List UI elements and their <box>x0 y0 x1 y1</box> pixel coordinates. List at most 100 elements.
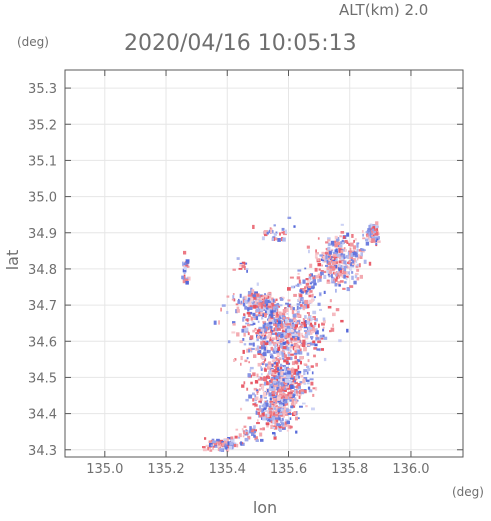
heat-cell <box>308 315 312 319</box>
heat-cell <box>341 242 345 245</box>
heat-cell <box>262 306 265 310</box>
heat-cell <box>296 339 300 344</box>
heat-cell <box>280 422 285 426</box>
heat-cell <box>340 231 345 234</box>
heat-cell <box>247 435 251 440</box>
heat-cell <box>273 360 277 365</box>
heat-cell <box>251 289 255 293</box>
heat-cell <box>280 378 284 383</box>
heat-cell <box>291 324 295 327</box>
heat-cell <box>289 276 294 279</box>
heat-cell <box>249 429 252 434</box>
heat-cell <box>271 237 274 241</box>
heat-cell <box>300 389 305 392</box>
heat-cell <box>258 405 261 410</box>
heat-cell <box>265 345 267 348</box>
heat-cell <box>242 302 246 307</box>
heat-cell <box>369 237 372 242</box>
heat-cell <box>255 308 260 312</box>
heat-cell <box>251 432 255 436</box>
heat-cell <box>283 407 288 410</box>
heat-cell <box>332 259 336 262</box>
heat-cell <box>202 446 206 449</box>
heat-cell <box>245 262 248 265</box>
heat-cell <box>241 384 245 388</box>
heat-cell <box>270 420 273 424</box>
x-tick-label: 135.6 <box>270 462 307 477</box>
heat-cell <box>253 434 256 438</box>
heat-cell <box>301 306 303 309</box>
heat-cell <box>279 365 282 370</box>
heat-cell <box>244 437 249 442</box>
y-tick-label: 34.7 <box>28 299 57 314</box>
heat-cell <box>305 405 308 408</box>
heat-cell <box>258 305 262 309</box>
heat-cell <box>299 381 303 384</box>
heat-cell <box>375 244 378 247</box>
heat-cell <box>182 268 187 273</box>
heat-cell <box>240 356 243 361</box>
heat-cell <box>227 437 231 440</box>
heat-cell <box>294 333 298 337</box>
heat-cell <box>322 334 325 338</box>
heat-cell <box>282 413 285 418</box>
heat-cell <box>285 360 289 365</box>
heat-cell <box>285 343 288 347</box>
heat-cell <box>252 398 255 402</box>
heat-cell <box>217 447 220 452</box>
heat-cell <box>275 407 279 410</box>
heat-cell <box>339 280 344 283</box>
heat-cell <box>269 337 272 342</box>
heat-cell <box>257 314 261 317</box>
x-tick-label: 135.2 <box>147 462 184 477</box>
heat-cell <box>306 278 311 283</box>
heat-cell <box>285 321 288 324</box>
heat-cell <box>244 359 248 363</box>
heat-cell <box>286 356 291 360</box>
heat-cell <box>309 332 313 335</box>
heat-cell <box>289 380 292 383</box>
heat-cell <box>323 336 328 340</box>
heat-cell <box>184 278 189 283</box>
heat-cell <box>302 318 306 321</box>
heat-cell <box>256 282 259 286</box>
heat-cell <box>304 289 308 293</box>
heat-cell <box>325 241 329 244</box>
heat-cell <box>254 436 258 441</box>
heat-cell <box>274 332 277 335</box>
heat-cell <box>275 384 278 387</box>
heat-cell <box>287 352 291 357</box>
heat-cell <box>287 329 291 332</box>
heat-cell <box>309 290 313 293</box>
heat-cell <box>249 368 252 372</box>
heat-cell <box>272 372 275 375</box>
heat-cell <box>287 299 291 302</box>
heat-cell <box>335 288 337 293</box>
heat-cell <box>213 445 216 448</box>
heat-cell <box>269 308 272 312</box>
heat-cell <box>334 243 339 248</box>
heat-cell <box>293 380 296 383</box>
heat-cell <box>282 309 287 314</box>
heat-cell <box>338 248 342 253</box>
heat-cell <box>319 337 324 340</box>
heat-cell <box>290 356 293 361</box>
heat-cell <box>286 317 288 319</box>
heat-cell <box>240 442 245 446</box>
heat-cell <box>256 293 260 297</box>
heat-cell <box>339 258 342 262</box>
heat-cell <box>331 248 334 251</box>
heat-cell <box>289 349 292 353</box>
heat-cell <box>349 247 352 251</box>
heat-cell <box>278 427 281 431</box>
heat-cell <box>277 346 281 351</box>
heat-cell <box>242 435 245 438</box>
heat-cell <box>269 414 271 417</box>
heat-cell <box>233 298 236 302</box>
heat-cell <box>258 333 262 336</box>
heat-cell <box>278 417 281 421</box>
heat-cell <box>306 292 309 295</box>
heat-cell <box>331 276 335 280</box>
heat-cell <box>353 280 357 285</box>
heat-cell <box>307 343 311 347</box>
